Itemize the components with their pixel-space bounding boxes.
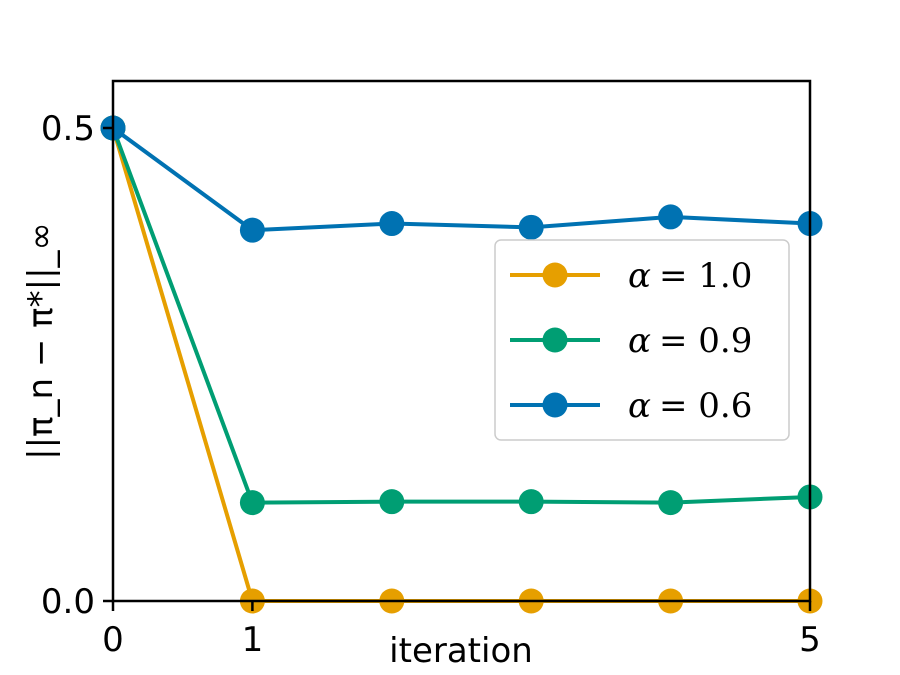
legend-value: = 0.9	[659, 321, 752, 361]
data-point	[518, 214, 544, 240]
legend-value: = 1.0	[659, 256, 752, 296]
y-tick-label: 0.5	[41, 109, 95, 149]
x-tick-label: 0	[102, 620, 124, 660]
legend-label: α = 0.9	[628, 321, 752, 361]
data-point	[518, 489, 544, 515]
data-point	[239, 217, 265, 243]
legend-entry-0: α = 1.0	[510, 256, 752, 296]
legend-entry-2: α = 0.6	[510, 386, 752, 426]
legend-marker	[542, 262, 568, 288]
legend-label: α = 0.6	[628, 386, 752, 426]
series-line	[111, 127, 811, 505]
legend-symbol: α	[628, 256, 651, 296]
data-point	[658, 490, 684, 516]
y-tick-label: 0.0	[41, 582, 95, 622]
series-line	[111, 126, 811, 233]
plot-frame	[111, 79, 812, 603]
y-axis-label: ||π_n − π*||_∞	[21, 222, 61, 460]
legend-value: = 0.6	[659, 386, 752, 426]
legend-box	[494, 239, 790, 441]
legend: α = 1.0α = 0.9α = 0.6	[494, 239, 790, 441]
ticks-layer: 0 1 5 0.0 0.5	[41, 109, 821, 660]
legend-symbol: α	[628, 321, 651, 361]
legend-entry-1: α = 0.9	[510, 321, 752, 361]
x-axis-label: iteration	[389, 631, 533, 671]
data-point	[658, 204, 684, 230]
legend-marker	[542, 392, 568, 418]
series-2	[100, 115, 823, 243]
series-layer	[100, 115, 823, 614]
legend-marker	[542, 327, 568, 353]
legend-symbol: α	[628, 386, 651, 426]
data-point	[379, 211, 405, 237]
legend-label: α = 1.0	[628, 256, 752, 296]
x-tick-label: 5	[799, 620, 821, 660]
data-point	[239, 490, 265, 516]
data-point	[379, 489, 405, 515]
x-tick-label: 1	[242, 620, 264, 660]
